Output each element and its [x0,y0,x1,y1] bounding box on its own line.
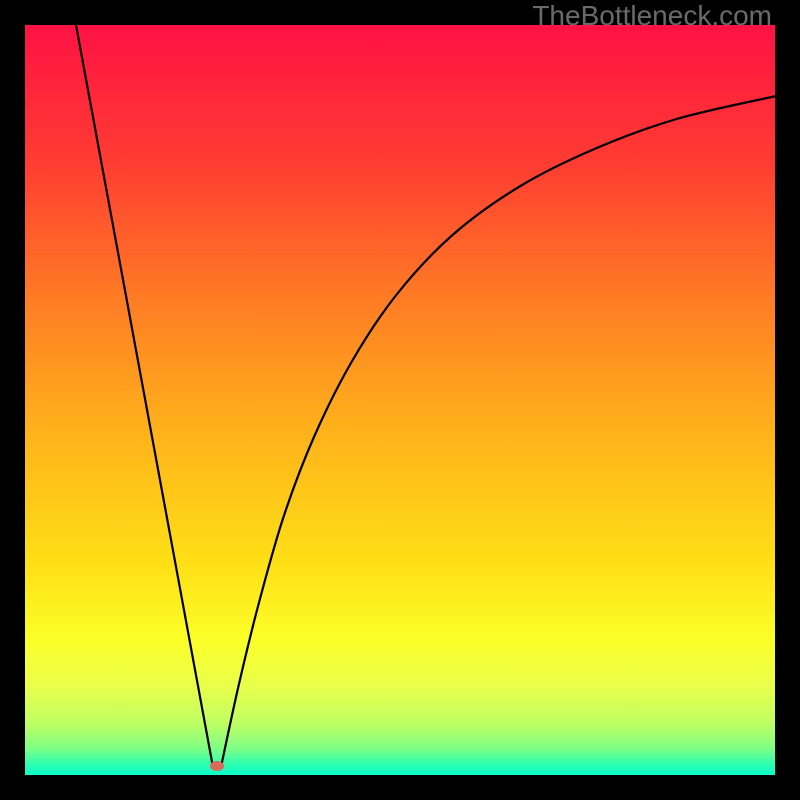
gradient-background [25,25,775,775]
chart-frame [0,0,800,800]
vertex-marker [210,761,224,771]
watermark-label: TheBottleneck.com [532,0,772,32]
bottleneck-chart [0,0,800,800]
